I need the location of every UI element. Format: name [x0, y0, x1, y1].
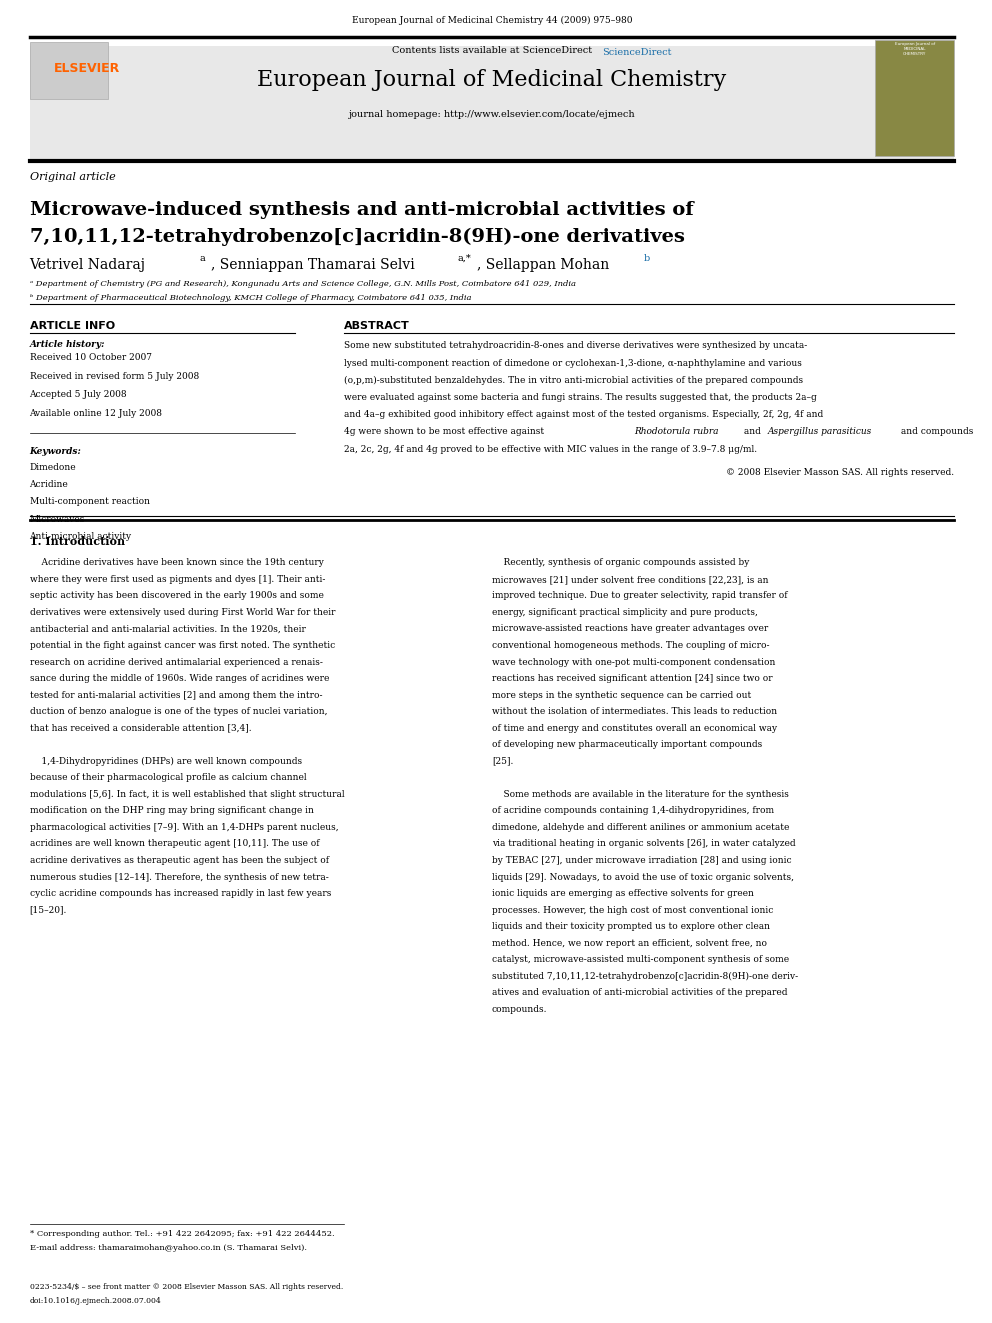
Text: Some methods are available in the literature for the synthesis: Some methods are available in the litera… [492, 790, 789, 799]
Text: ScienceDirect: ScienceDirect [602, 48, 672, 57]
Text: ARTICLE INFO: ARTICLE INFO [30, 321, 115, 332]
Text: of time and energy and constitutes overall an economical way: of time and energy and constitutes overa… [492, 724, 777, 733]
Text: liquids and their toxicity prompted us to explore other clean: liquids and their toxicity prompted us t… [492, 922, 770, 931]
Text: numerous studies [12–14]. Therefore, the synthesis of new tetra-: numerous studies [12–14]. Therefore, the… [30, 873, 328, 881]
Text: Rhodotorula rubra: Rhodotorula rubra [634, 427, 719, 437]
Text: E-mail address: thamaraimohan@yahoo.co.in (S. Thamarai Selvi).: E-mail address: thamaraimohan@yahoo.co.i… [30, 1244, 307, 1252]
Text: Acridine derivatives have been known since the 19th century: Acridine derivatives have been known sin… [30, 558, 323, 568]
Text: 7,10,11,12-tetrahydrobenzo[c]acridin-8(9H)-one derivatives: 7,10,11,12-tetrahydrobenzo[c]acridin-8(9… [30, 228, 684, 246]
Text: and compounds: and compounds [898, 427, 973, 437]
Text: tested for anti-malarial activities [2] and among them the intro-: tested for anti-malarial activities [2] … [30, 691, 322, 700]
Text: 1,4-Dihydropyridines (DHPs) are well known compounds: 1,4-Dihydropyridines (DHPs) are well kno… [30, 757, 302, 766]
Text: doi:10.1016/j.ejmech.2008.07.004: doi:10.1016/j.ejmech.2008.07.004 [30, 1297, 162, 1304]
Text: atives and evaluation of anti-microbial activities of the prepared: atives and evaluation of anti-microbial … [492, 988, 788, 998]
Text: b: b [644, 254, 651, 263]
Text: because of their pharmacological profile as calcium channel: because of their pharmacological profile… [30, 773, 307, 782]
Text: via traditional heating in organic solvents [26], in water catalyzed: via traditional heating in organic solve… [492, 839, 796, 848]
Text: substituted 7,10,11,12-tetrahydrobenzo[c]acridin-8(9H)-one deriv-: substituted 7,10,11,12-tetrahydrobenzo[c… [492, 971, 798, 980]
Text: Dimedone: Dimedone [30, 463, 76, 472]
Text: Contents lists available at ScienceDirect: Contents lists available at ScienceDirec… [392, 46, 592, 56]
Text: microwave-assisted reactions have greater advantages over: microwave-assisted reactions have greate… [492, 624, 768, 634]
Text: 1. Introduction: 1. Introduction [30, 536, 125, 546]
FancyBboxPatch shape [30, 46, 954, 159]
Text: more steps in the synthetic sequence can be carried out: more steps in the synthetic sequence can… [492, 691, 751, 700]
Text: European Journal of Medicinal Chemistry: European Journal of Medicinal Chemistry [257, 69, 726, 91]
Text: Received 10 October 2007: Received 10 October 2007 [30, 353, 152, 363]
Text: Microwave-induced synthesis and anti-microbial activities of: Microwave-induced synthesis and anti-mic… [30, 201, 693, 220]
Text: Recently, synthesis of organic compounds assisted by: Recently, synthesis of organic compounds… [492, 558, 749, 568]
Text: reactions has received significant attention [24] since two or: reactions has received significant atten… [492, 673, 773, 683]
Text: ELSEVIER: ELSEVIER [55, 62, 120, 75]
Text: research on acridine derived antimalarial experienced a renais-: research on acridine derived antimalaria… [30, 658, 322, 667]
Text: [15–20].: [15–20]. [30, 905, 66, 914]
Text: method. Hence, we now report an efficient, solvent free, no: method. Hence, we now report an efficien… [492, 939, 767, 947]
Text: conventional homogeneous methods. The coupling of micro-: conventional homogeneous methods. The co… [492, 640, 769, 650]
Text: Some new substituted tetrahydroacridin-8-ones and diverse derivatives were synth: Some new substituted tetrahydroacridin-8… [344, 341, 807, 351]
Text: © 2008 Elsevier Masson SAS. All rights reserved.: © 2008 Elsevier Masson SAS. All rights r… [726, 468, 954, 478]
Text: microwaves [21] under solvent free conditions [22,23], is an: microwaves [21] under solvent free condi… [492, 574, 768, 583]
Text: ᵃ Department of Chemistry (PG and Research), Kongunadu Arts and Science College,: ᵃ Department of Chemistry (PG and Resear… [30, 280, 575, 288]
Text: Aspergillus parasiticus: Aspergillus parasiticus [768, 427, 872, 437]
Text: ionic liquids are emerging as effective solvents for green: ionic liquids are emerging as effective … [492, 889, 754, 898]
Text: Received in revised form 5 July 2008: Received in revised form 5 July 2008 [30, 372, 198, 381]
Text: of developing new pharmaceutically important compounds: of developing new pharmaceutically impor… [492, 740, 762, 749]
Text: Anti-microbial activity: Anti-microbial activity [30, 532, 132, 541]
Text: a,*: a,* [457, 254, 471, 263]
Text: (o,p,m)-substituted benzaldehydes. The in vitro anti-microbial activities of the: (o,p,m)-substituted benzaldehydes. The i… [344, 376, 804, 385]
Text: and: and [741, 427, 763, 437]
Text: ABSTRACT: ABSTRACT [344, 321, 410, 332]
Text: septic activity has been discovered in the early 1900s and some: septic activity has been discovered in t… [30, 591, 323, 601]
Text: liquids [29]. Nowadays, to avoid the use of toxic organic solvents,: liquids [29]. Nowadays, to avoid the use… [492, 873, 794, 881]
Text: were evaluated against some bacteria and fungi strains. The results suggested th: were evaluated against some bacteria and… [344, 393, 817, 402]
Text: a: a [199, 254, 205, 263]
Text: derivatives were extensively used during First World War for their: derivatives were extensively used during… [30, 607, 335, 617]
Text: acridines are well known therapeutic agent [10,11]. The use of: acridines are well known therapeutic age… [30, 839, 319, 848]
Text: energy, significant practical simplicity and pure products,: energy, significant practical simplicity… [492, 607, 758, 617]
Text: European Journal of Medicinal Chemistry 44 (2009) 975–980: European Journal of Medicinal Chemistry … [351, 16, 632, 25]
Text: Accepted 5 July 2008: Accepted 5 July 2008 [30, 390, 127, 400]
Text: antibacterial and anti-malarial activities. In the 1920s, their: antibacterial and anti-malarial activiti… [30, 624, 306, 634]
Text: compounds.: compounds. [492, 1005, 548, 1013]
Text: [25].: [25]. [492, 757, 513, 766]
Text: , Sellappan Mohan: , Sellappan Mohan [477, 258, 609, 273]
Text: duction of benzo analogue is one of the types of nuclei variation,: duction of benzo analogue is one of the … [30, 706, 327, 716]
Text: improved technique. Due to greater selectivity, rapid transfer of: improved technique. Due to greater selec… [492, 591, 788, 601]
Text: 2a, 2c, 2g, 4f and 4g proved to be effective with MIC values in the range of 3.9: 2a, 2c, 2g, 4f and 4g proved to be effec… [344, 445, 757, 454]
Text: by TEBAC [27], under microwave irradiation [28] and using ionic: by TEBAC [27], under microwave irradiati… [492, 856, 792, 865]
Text: Acridine: Acridine [30, 480, 68, 490]
Text: Microwaves: Microwaves [30, 515, 85, 524]
Text: Article history:: Article history: [30, 340, 105, 349]
Text: Multi-component reaction: Multi-component reaction [30, 497, 150, 507]
Text: sance during the middle of 1960s. Wide ranges of acridines were: sance during the middle of 1960s. Wide r… [30, 673, 329, 683]
FancyBboxPatch shape [30, 42, 108, 99]
Text: dimedone, aldehyde and different anilines or ammonium acetate: dimedone, aldehyde and different aniline… [492, 823, 789, 832]
Text: journal homepage: http://www.elsevier.com/locate/ejmech: journal homepage: http://www.elsevier.co… [348, 110, 635, 119]
Text: processes. However, the high cost of most conventional ionic: processes. However, the high cost of mos… [492, 905, 773, 914]
Text: that has received a considerable attention [3,4].: that has received a considerable attenti… [30, 724, 251, 733]
Text: * Corresponding author. Tel.: +91 422 2642095; fax: +91 422 2644452.: * Corresponding author. Tel.: +91 422 26… [30, 1230, 334, 1238]
Text: cyclic acridine compounds has increased rapidly in last few years: cyclic acridine compounds has increased … [30, 889, 331, 898]
FancyBboxPatch shape [875, 40, 954, 156]
Text: ᵇ Department of Pharmaceutical Biotechnology, KMCH College of Pharmacy, Coimbato: ᵇ Department of Pharmaceutical Biotechno… [30, 294, 471, 302]
Text: of acridine compounds containing 1,4-dihydropyridines, from: of acridine compounds containing 1,4-dih… [492, 806, 774, 815]
Text: where they were first used as pigments and dyes [1]. Their anti-: where they were first used as pigments a… [30, 574, 325, 583]
Text: pharmacological activities [7–9]. With an 1,4-DHPs parent nucleus,: pharmacological activities [7–9]. With a… [30, 823, 338, 832]
Text: Vetrivel Nadaraj: Vetrivel Nadaraj [30, 258, 146, 273]
Text: modulations [5,6]. In fact, it is well established that slight structural: modulations [5,6]. In fact, it is well e… [30, 790, 344, 799]
Text: and 4a–g exhibited good inhibitory effect against most of the tested organisms. : and 4a–g exhibited good inhibitory effec… [344, 410, 823, 419]
Text: Keywords:: Keywords: [30, 447, 81, 456]
Text: Original article: Original article [30, 172, 115, 183]
Text: potential in the fight against cancer was first noted. The synthetic: potential in the fight against cancer wa… [30, 640, 334, 650]
Text: European Journal of
MEDICINAL
CHEMISTRY: European Journal of MEDICINAL CHEMISTRY [895, 42, 934, 56]
Text: , Senniappan Thamarai Selvi: , Senniappan Thamarai Selvi [211, 258, 416, 273]
Text: lysed multi-component reaction of dimedone or cyclohexan-1,3-dione, α-naphthylam: lysed multi-component reaction of dimedo… [344, 359, 803, 368]
Text: modification on the DHP ring may bring significant change in: modification on the DHP ring may bring s… [30, 806, 313, 815]
Text: acridine derivatives as therapeutic agent has been the subject of: acridine derivatives as therapeutic agen… [30, 856, 328, 865]
Text: without the isolation of intermediates. This leads to reduction: without the isolation of intermediates. … [492, 706, 777, 716]
Text: wave technology with one-pot multi-component condensation: wave technology with one-pot multi-compo… [492, 658, 775, 667]
Text: Available online 12 July 2008: Available online 12 July 2008 [30, 409, 163, 418]
Text: 4g were shown to be most effective against: 4g were shown to be most effective again… [344, 427, 548, 437]
Text: catalyst, microwave-assisted multi-component synthesis of some: catalyst, microwave-assisted multi-compo… [492, 955, 789, 964]
Text: 0223-5234/$ – see front matter © 2008 Elsevier Masson SAS. All rights reserved.: 0223-5234/$ – see front matter © 2008 El… [30, 1283, 343, 1291]
